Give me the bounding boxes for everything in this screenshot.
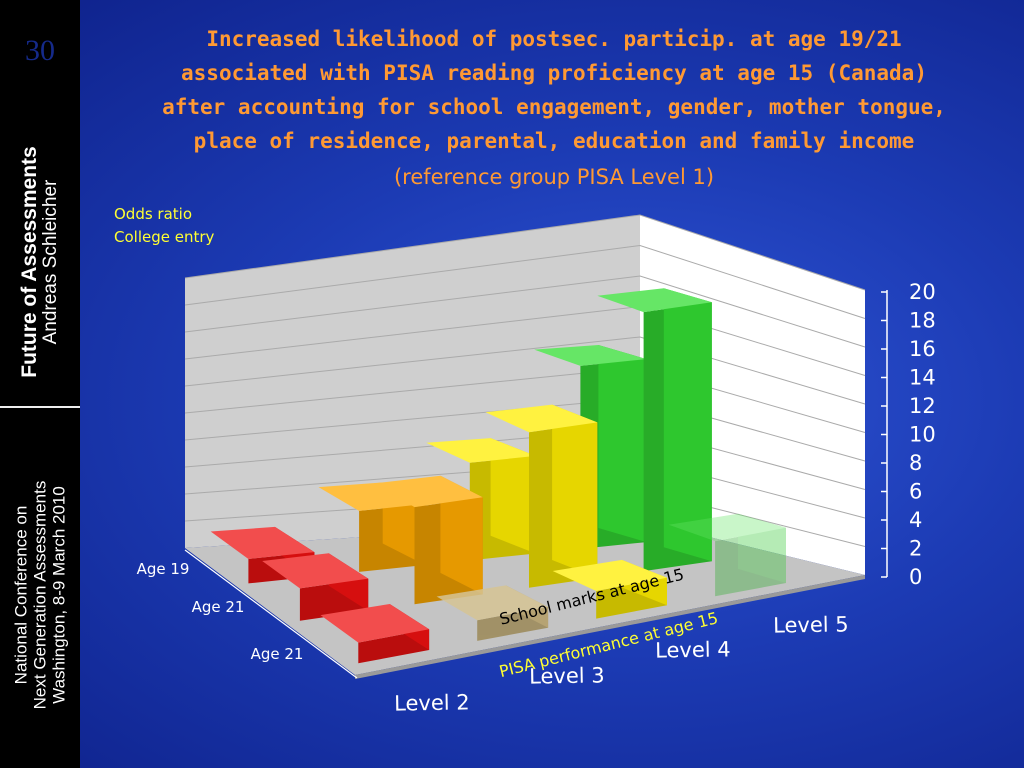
x-category-label: Level 4 bbox=[655, 637, 731, 662]
bar-side-face bbox=[598, 345, 647, 543]
x-category-label: Level 5 bbox=[773, 612, 849, 637]
y-axis-title-line: College entry bbox=[114, 228, 215, 246]
sidebar-divider bbox=[0, 406, 80, 408]
bar-side-face bbox=[738, 513, 786, 583]
y-tick-label: 18 bbox=[909, 309, 936, 333]
sidebar: 30 Future of Assessments Andreas Schleic… bbox=[0, 0, 80, 768]
bar-level-4-series-3 bbox=[552, 559, 667, 619]
title-line: associated with PISA reading proficiency… bbox=[181, 61, 927, 85]
title-line: Increased likelihood of postsec. partici… bbox=[206, 27, 902, 51]
bar-top-face bbox=[485, 404, 598, 433]
y-tick-label: 12 bbox=[909, 394, 936, 418]
bar-side-face bbox=[663, 288, 712, 562]
y-axis-title-line: Odds ratio bbox=[114, 205, 193, 223]
bar-top-face bbox=[320, 604, 430, 643]
gridline bbox=[184, 336, 866, 405]
bar-top-face bbox=[552, 559, 667, 591]
bar-top-face bbox=[534, 345, 647, 366]
y-tick-label: 16 bbox=[909, 337, 936, 361]
series-label: Age 21 bbox=[192, 598, 245, 616]
x-category-label: Level 3 bbox=[529, 663, 605, 688]
y-tick-label: 0 bbox=[909, 565, 922, 589]
bar-front-face bbox=[715, 527, 786, 597]
slide-number: 30 bbox=[25, 34, 55, 67]
floor-edge bbox=[355, 575, 865, 679]
bar-side-face bbox=[440, 475, 483, 595]
bar-level-3-series-3 bbox=[436, 585, 549, 641]
y-tick-label: 8 bbox=[909, 451, 922, 475]
slide-title: Increased likelihood of postsec. partici… bbox=[92, 22, 1016, 158]
bar-top-face bbox=[262, 553, 369, 589]
bar-level-3-series-2 bbox=[373, 475, 483, 605]
bar-side-face bbox=[490, 438, 536, 554]
bar-top-face bbox=[436, 585, 549, 621]
x-category-label: Level 2 bbox=[394, 690, 470, 715]
gridline bbox=[184, 275, 866, 348]
series-label: Age 21 bbox=[251, 645, 304, 663]
y-tick-label: 20 bbox=[909, 280, 936, 304]
bar-top-face bbox=[668, 513, 786, 542]
slide-subtitle: (reference group PISA Level 1) bbox=[393, 165, 715, 189]
bar-top-face bbox=[597, 288, 712, 313]
depth-axis-line bbox=[184, 549, 358, 679]
y-axis-title: Odds ratio College entry bbox=[114, 203, 214, 249]
bar-level-4-series-1 bbox=[426, 438, 536, 561]
gridline bbox=[184, 244, 866, 319]
bar-level-5-series-2 bbox=[597, 288, 712, 572]
bar-top-face bbox=[426, 438, 536, 463]
bar-level-2-series-3 bbox=[320, 604, 430, 664]
bar-side-face bbox=[552, 404, 598, 578]
y-tick-label: 2 bbox=[909, 537, 922, 561]
bar-level-4-series-2 bbox=[485, 404, 598, 588]
y-tick-label: 14 bbox=[909, 366, 936, 390]
y-tick-label: 6 bbox=[909, 480, 922, 504]
bar-top-face bbox=[210, 526, 315, 559]
bar-top-face bbox=[318, 482, 425, 511]
title-line: after accounting for school engagement, … bbox=[162, 95, 946, 119]
gridline bbox=[184, 214, 866, 291]
y-tick-label: 4 bbox=[909, 508, 922, 532]
series-label: Age 19 bbox=[137, 560, 190, 578]
y-tick-label: 10 bbox=[909, 423, 936, 447]
title-line: place of residence, parental, education … bbox=[193, 129, 915, 153]
bar-level-2-series-2 bbox=[262, 553, 369, 621]
bar-level-5-series-3 bbox=[668, 513, 786, 597]
bar-top-face bbox=[373, 475, 483, 508]
